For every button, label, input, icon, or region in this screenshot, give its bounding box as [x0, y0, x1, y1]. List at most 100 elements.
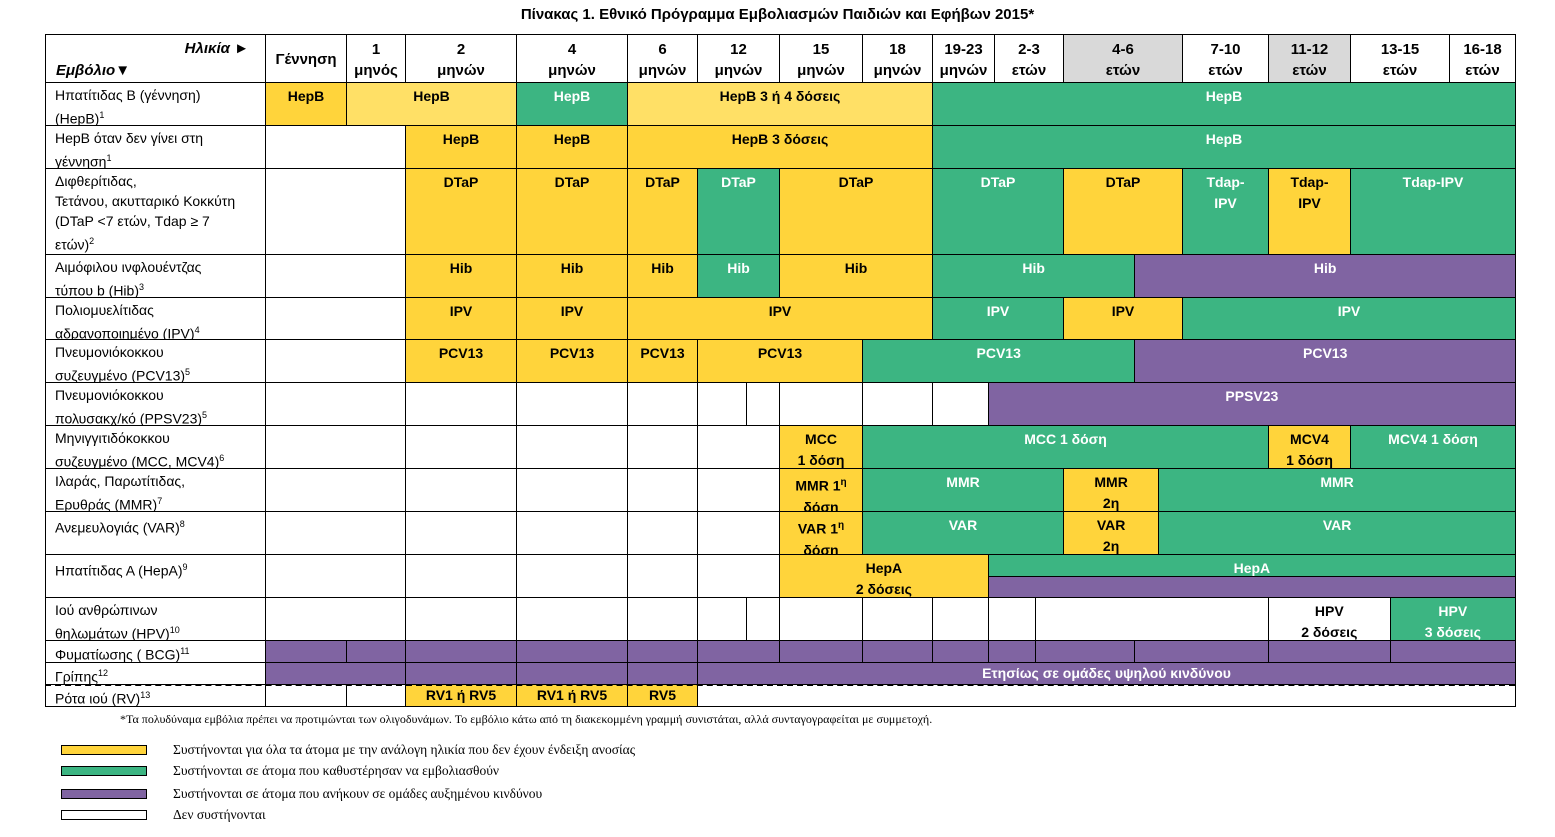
schedule-cell: PCV13 — [862, 339, 1136, 383]
schedule-cell — [405, 511, 517, 555]
schedule-cell: Hib — [627, 254, 698, 298]
schedule-cell — [746, 597, 780, 641]
schedule-cell: Hib — [697, 254, 780, 298]
schedule-cell — [265, 254, 406, 298]
legend-swatch — [61, 766, 147, 776]
schedule-cell: DTaP — [516, 168, 628, 255]
vaccine-row-label: Ιού ανθρώπινων θηλωμάτων (HPV)10 — [45, 597, 266, 641]
schedule-cell — [405, 382, 517, 426]
schedule-cell: DTaP — [697, 168, 780, 255]
table-title: Πίνακας 1. Εθνικό Πρόγραμμα Εμβολιασμών … — [520, 6, 1035, 23]
schedule-cell — [627, 511, 698, 555]
schedule-cell — [987, 640, 1037, 663]
schedule-cell — [405, 662, 517, 685]
schedule-cell — [1134, 640, 1269, 663]
schedule-cell: MMR — [862, 468, 1064, 512]
vaccine-row-label: Γρίπης12 — [45, 662, 266, 685]
vaccine-row-label: Ιλαράς, Παρωτίτιδας, Ερυθράς (MMR)7 — [45, 468, 266, 512]
schedule-cell: VAR 1η δόση — [779, 511, 863, 555]
vaccine-row-label: Πνευμονιόκοκκου συζευγμένο (PCV13)5 — [45, 339, 266, 383]
schedule-cell — [697, 511, 780, 555]
vaccine-row-label: Ηπατίτιδας Α (HepA)9 — [45, 554, 266, 598]
schedule-cell: HepB 3 δόσεις — [627, 125, 933, 169]
age-column-header: 2 μηνών — [405, 34, 517, 83]
schedule-cell: IPV — [932, 297, 1064, 340]
schedule-cell — [627, 382, 698, 426]
schedule-cell — [862, 597, 933, 641]
schedule-cell: DTaP — [627, 168, 698, 255]
schedule-cell: VAR — [1158, 511, 1516, 555]
schedule-cell — [516, 511, 628, 555]
vaccine-row-label: Πολιομυελίτιδας αδρανοποιημένο (IPV)4 — [45, 297, 266, 340]
schedule-cell — [697, 425, 780, 469]
schedule-cell: HPV 3 δόσεις — [1389, 597, 1516, 641]
schedule-cell — [265, 125, 406, 169]
schedule-cell — [932, 597, 989, 641]
schedule-cell — [516, 662, 628, 685]
schedule-cell — [1389, 640, 1516, 663]
schedule-cell: HepB — [405, 125, 517, 169]
schedule-cell — [746, 382, 780, 426]
schedule-cell — [265, 511, 406, 555]
vaccine-row-label: Ρότα ιού (RV)13 — [45, 684, 266, 707]
schedule-cell — [265, 382, 406, 426]
age-column-header: 13-15 ετών — [1350, 34, 1450, 83]
schedule-cell — [627, 468, 698, 512]
schedule-cell: MCV4 1 δόση — [1268, 425, 1351, 469]
schedule-cell: MMR 2η — [1063, 468, 1160, 512]
schedule-cell: Hib — [1134, 254, 1516, 298]
schedule-cell: Tdap- IPV — [1268, 168, 1351, 255]
schedule-cell — [516, 425, 628, 469]
vaccine-row-label: Αιμόφιλου ινφλουέντζας τύπου b (Hib)3 — [45, 254, 266, 298]
vaccine-row-label: Μηνιγγιτιδόκοκκου συζευγμένο (MCC, MCV4)6 — [45, 425, 266, 469]
schedule-cell — [1035, 597, 1269, 641]
schedule-cell: HepB — [932, 82, 1516, 126]
schedule-cell — [627, 597, 698, 641]
schedule-cell — [932, 640, 989, 663]
schedule-cell — [779, 640, 863, 663]
age-column-header: 12 μηνών — [697, 34, 780, 83]
schedule-cell — [697, 468, 780, 512]
schedule-cell — [697, 382, 748, 426]
schedule-cell — [627, 554, 698, 598]
schedule-cell: Hib — [405, 254, 517, 298]
schedule-cell: DTaP — [1063, 168, 1183, 255]
schedule-cell: IPV — [405, 297, 517, 340]
schedule-cell — [1035, 640, 1136, 663]
age-column-header: 1 μηνός — [346, 34, 406, 83]
schedule-cell — [405, 597, 517, 641]
header-corner: Ηλικία ► Εμβόλιο▼ — [45, 34, 266, 83]
schedule-cell: DTaP — [779, 168, 933, 255]
vaccine-row-label: Φυματίωσης ( BCG)11 — [45, 640, 266, 663]
legend-label: Συστήνονται σε άτομα που καθυστέρησαν να… — [173, 763, 499, 778]
schedule-cell: IPV — [1063, 297, 1183, 340]
vaccine-row-label: Πνευμονιόκοκκου πολυσακχ/κό (PPSV23)5 — [45, 382, 266, 426]
schedule-cell: RV1 ή RV5 — [405, 684, 517, 707]
schedule-cell: MMR 1η δόση — [779, 468, 863, 512]
schedule-cell: MCV4 1 δόση — [1350, 425, 1516, 469]
schedule-cell — [265, 597, 406, 641]
schedule-cell — [862, 640, 933, 663]
schedule-cell — [265, 425, 406, 469]
schedule-cell: Tdap- IPV — [1182, 168, 1269, 255]
schedule-cell — [987, 576, 1516, 598]
dashed-divider — [45, 684, 1515, 686]
schedule-cell: IPV — [1182, 297, 1516, 340]
schedule-cell: HPV 2 δόσεις — [1268, 597, 1391, 641]
age-axis-label: Ηλικία ► — [184, 40, 249, 57]
schedule-cell — [627, 425, 698, 469]
schedule-cell — [779, 382, 863, 426]
schedule-cell: HepA — [987, 554, 1516, 577]
vaccine-row-label: Ηπατίτιδας Β (γέννηση) (HepB)1 — [45, 82, 266, 126]
schedule-cell: MMR — [1158, 468, 1516, 512]
legend-label: Συστήνονται για όλα τα άτομα με την ανάλ… — [173, 742, 636, 757]
schedule-cell — [516, 468, 628, 512]
schedule-cell — [265, 662, 406, 685]
schedule-cell — [627, 662, 698, 685]
schedule-cell: Ετησίως σε ομάδες υψηλού κινδύνου — [697, 662, 1516, 685]
schedule-cell: VAR 2η — [1063, 511, 1160, 555]
schedule-cell: PCV13 — [405, 339, 517, 383]
vaccine-row-label: Ανεμευλογιάς (VAR)8 — [45, 511, 266, 555]
schedule-cell: PPSV23 — [987, 382, 1516, 426]
schedule-cell — [405, 554, 517, 598]
